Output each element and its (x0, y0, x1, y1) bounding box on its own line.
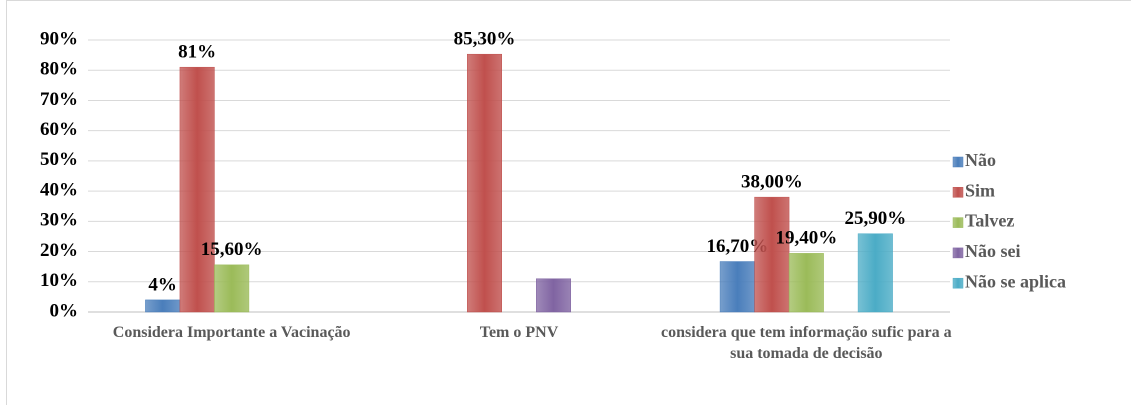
y-tick-label: 80% (40, 59, 78, 80)
bar (467, 53, 502, 313)
bar (857, 233, 893, 313)
y-tick-label: 90% (40, 28, 78, 49)
y-tick-label: 20% (40, 240, 78, 261)
x-tick-label: considera que tem informação sufic para … (661, 324, 952, 362)
data-label: 38,00% (741, 172, 803, 193)
x-tick-label: Tem o PNV (479, 324, 559, 341)
bar (719, 261, 755, 313)
data-label: 19,40% (775, 228, 837, 249)
y-tick-label: 30% (40, 210, 78, 231)
legend-swatch (952, 247, 964, 259)
legend-label: Não se aplica (965, 271, 1066, 291)
legend-swatch (952, 187, 964, 198)
bar (214, 264, 250, 313)
bar (536, 278, 571, 313)
legend-swatch (952, 156, 964, 168)
bar (754, 196, 790, 313)
x-tick-label: Considera Importante a Vacinação (112, 324, 351, 341)
y-tick-label: 70% (40, 89, 78, 110)
data-label: 4% (148, 274, 177, 295)
data-label: 25,90% (844, 208, 906, 229)
data-label: 81% (178, 42, 216, 63)
y-tick-label: 10% (40, 270, 78, 291)
y-tick-label: 60% (40, 119, 78, 140)
data-label: 15,60% (201, 239, 263, 260)
legend-swatch (952, 277, 964, 289)
data-label: 85,30% (454, 29, 516, 50)
y-tick-label: 0% (50, 300, 79, 321)
data-label: 16,70% (706, 236, 768, 257)
y-tick-label: 40% (40, 179, 78, 200)
legend-label: Talvez (965, 211, 1014, 231)
legend-label: Não sei (965, 241, 1021, 261)
y-tick-label: 50% (40, 149, 78, 170)
chart-frame (6, 0, 1131, 405)
legend-swatch (952, 217, 964, 228)
bar (788, 253, 824, 313)
legend-label: Não (965, 150, 996, 170)
bar (145, 299, 181, 313)
bar (179, 66, 215, 313)
legend-label: Sim (965, 180, 995, 200)
